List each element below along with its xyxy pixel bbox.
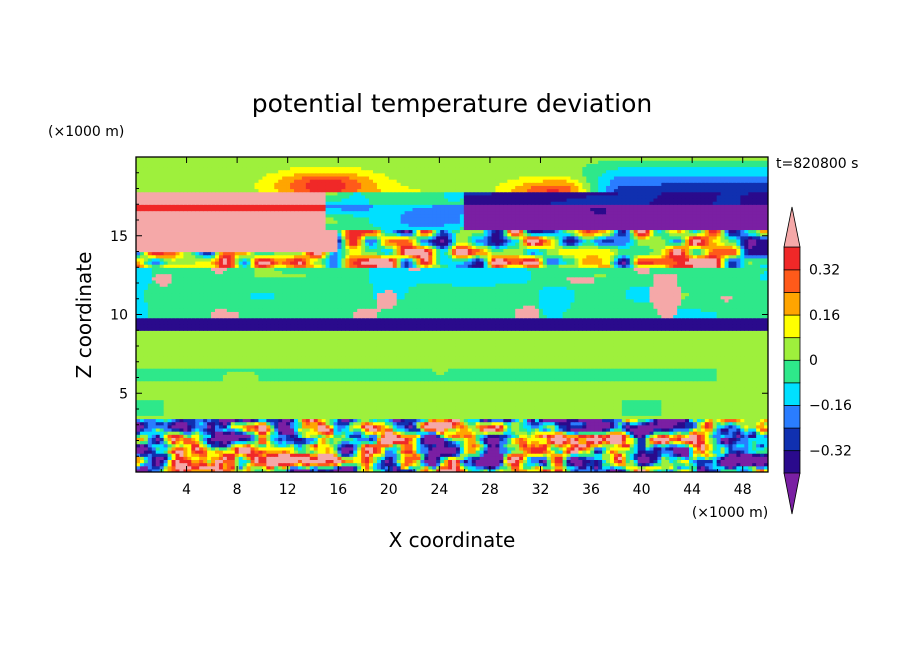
colorbar-segment [783, 359, 801, 384]
x-axis-ticks: 4 8 12 16 20 24 28 32 36 40 44 48 [160, 157, 752, 498]
y-tick-label: 15 [110, 229, 128, 245]
x-tick-label: 40 [633, 482, 651, 498]
x-tick-label: 24 [430, 482, 448, 498]
x-tick-label: 16 [329, 482, 347, 498]
x-tick-label: 36 [582, 482, 600, 498]
y-unit-label: (×1000 m) [48, 124, 124, 140]
colorbar-segment [783, 291, 801, 316]
x-tick-label: 44 [683, 482, 701, 498]
colorbar-segment [783, 404, 801, 429]
colorbar-segment [783, 382, 801, 406]
x-tick-label: 28 [481, 482, 499, 498]
x-tick-label: 48 [734, 482, 752, 498]
x-axis-label: X coordinate [389, 528, 516, 552]
colorbar-segment [783, 336, 801, 361]
chart-title: potential temperature deviation [252, 89, 652, 118]
x-tick-label: 8 [233, 482, 242, 498]
colorbar-label: 0.32 [809, 263, 840, 279]
x-tick-label: 12 [279, 482, 297, 498]
colorbar-extend-bottom [783, 472, 801, 515]
x-tick-label: 20 [380, 482, 398, 498]
colorbar-segment [783, 269, 801, 293]
y-axis-ticks: 5 10 15 [110, 172, 768, 457]
time-label: t=820800 s [776, 156, 858, 172]
y-axis-label: Z coordinate [72, 252, 96, 379]
colorbar-label: 0 [809, 353, 818, 369]
colorbar-label: 0.16 [809, 308, 840, 324]
y-tick-label: 10 [110, 308, 128, 324]
y-tick-label: 5 [119, 386, 128, 402]
contour-field [136, 157, 768, 472]
colorbar-extend-top [783, 206, 801, 248]
colorbar-segment [783, 427, 801, 452]
colorbar-segment [783, 246, 801, 271]
x-tick-label: 32 [532, 482, 550, 498]
colorbar-segment [783, 314, 801, 339]
colorbar-label: −0.16 [809, 398, 852, 414]
x-unit-label: (×1000 m) [692, 505, 768, 521]
x-tick-label: 4 [182, 482, 191, 498]
colorbar-segment [783, 449, 801, 474]
colorbar-label: −0.32 [809, 443, 852, 459]
colorbar: 0.32 0.16 0 −0.16 −0.32 [783, 206, 852, 515]
